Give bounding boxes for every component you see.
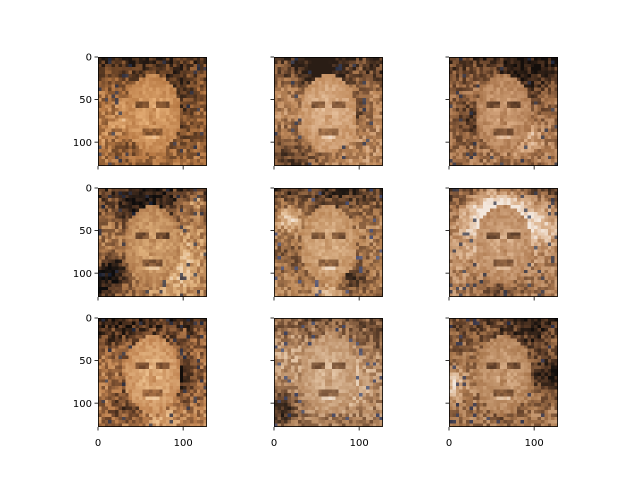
axes-frame <box>98 188 207 297</box>
generated-face-image <box>98 57 207 166</box>
axes-frame <box>449 318 558 427</box>
generated-face-image <box>274 57 383 166</box>
generated-face-image <box>274 318 383 427</box>
y-tick-label: 100 <box>73 138 92 149</box>
axes-frame <box>98 318 207 427</box>
x-tick-label: 100 <box>350 438 369 449</box>
axes-frame <box>98 57 207 166</box>
axes-frame <box>449 57 558 166</box>
x-tick-label: 0 <box>271 438 277 449</box>
subplot-r2c1: 0 50 100 <box>73 184 207 301</box>
subplot-r3c1: 0 100 0 50 100 <box>73 314 207 449</box>
y-tick-label: 50 <box>79 95 92 106</box>
y-tick-label: 0 <box>86 314 92 325</box>
y-tick-label: 100 <box>73 399 92 410</box>
generated-face-image <box>449 57 558 166</box>
subplot-r1c2 <box>270 56 383 170</box>
generated-face-image <box>449 188 558 297</box>
subplot-r1c3 <box>445 56 558 170</box>
axes-frame <box>274 188 383 297</box>
subplot-r1c1: 0 50 100 <box>73 53 207 170</box>
y-tick-label: 100 <box>73 269 92 280</box>
image-grid: 0 50 100 0 50 100 0 100 0 50 100 0 100 0 100 <box>73 53 558 449</box>
y-tick-label: 50 <box>79 226 92 237</box>
generated-face-image <box>98 188 207 297</box>
axes-frame <box>274 57 383 166</box>
x-tick-label: 0 <box>95 438 101 449</box>
y-tick-label: 0 <box>86 53 92 64</box>
generated-face-image <box>449 318 558 427</box>
axes-frame <box>274 318 383 427</box>
subplot-r2c2 <box>270 187 383 301</box>
generated-face-image <box>274 188 383 297</box>
generated-face-image <box>98 318 207 427</box>
subplot-r3c3: 0 100 <box>445 317 558 449</box>
subplot-r2c3 <box>445 187 558 301</box>
axes-frame <box>449 188 558 297</box>
x-tick-label: 100 <box>174 438 193 449</box>
subplot-r3c2: 0 100 <box>270 317 383 449</box>
x-tick-label: 0 <box>446 438 452 449</box>
x-tick-label: 100 <box>525 438 544 449</box>
y-tick-label: 50 <box>79 356 92 367</box>
y-tick-label: 0 <box>86 184 92 195</box>
